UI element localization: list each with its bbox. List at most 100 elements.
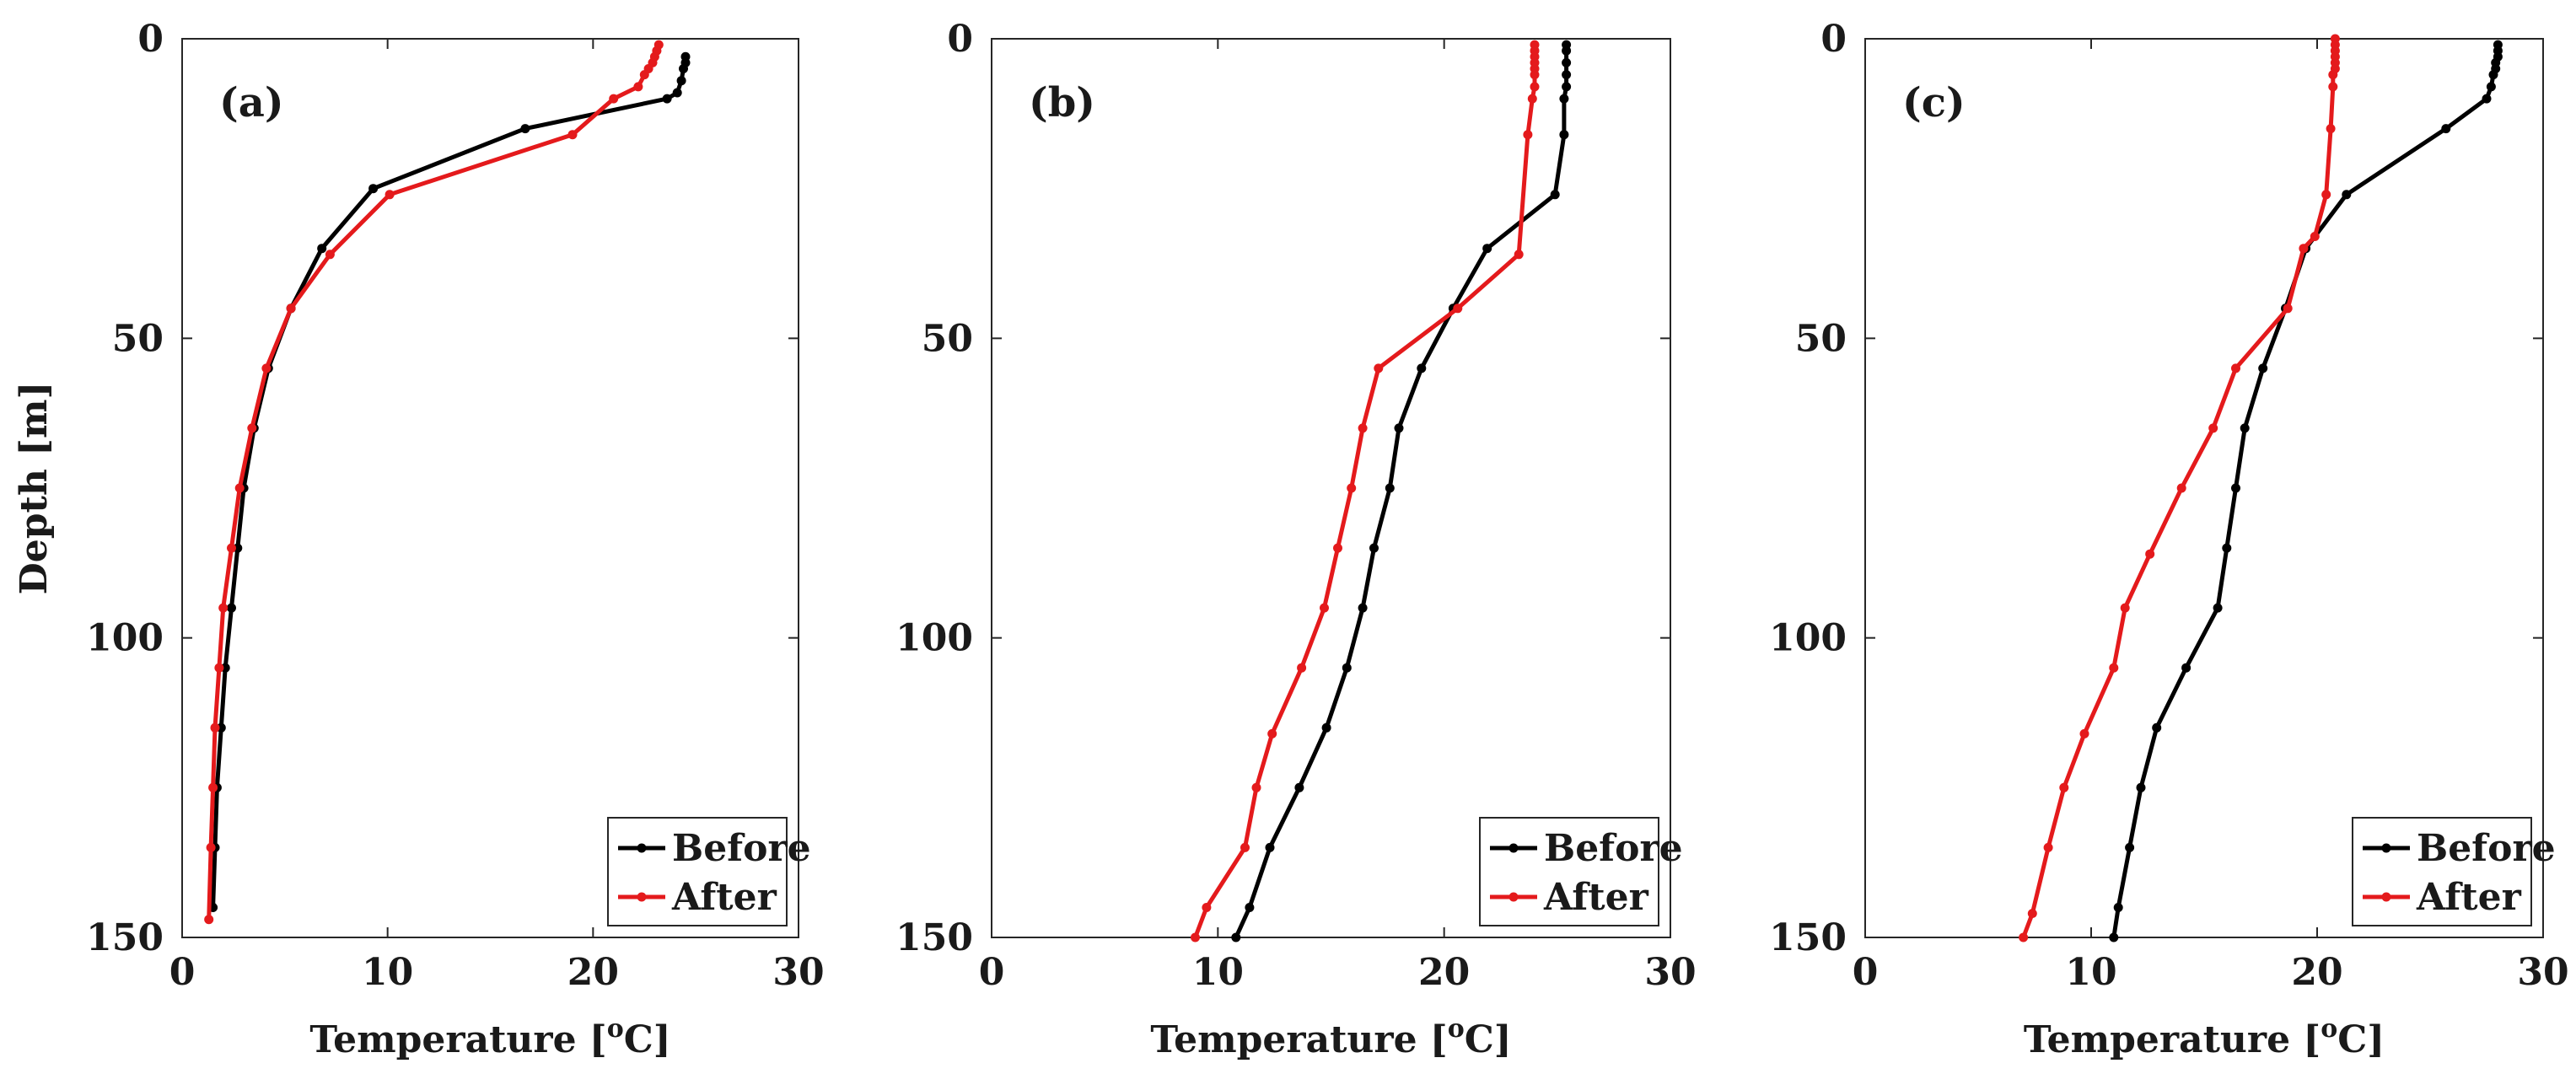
data-point (2486, 82, 2496, 92)
y-tick-label: 100 (86, 617, 164, 660)
panel-1: 0 10 20 30 0 50 100 150 Temperature [oC] Depth [m… (13, 18, 825, 1061)
x-axis-title: Temperature [oC] (309, 1014, 670, 1061)
x-axis-title: Temperature [oC] (1150, 1014, 1511, 1061)
legend-marker-after (637, 892, 647, 902)
data-point (2321, 190, 2331, 200)
legend-marker-before (1508, 843, 1519, 853)
legend-label-before: Before (2417, 827, 2556, 870)
data-point (2222, 543, 2232, 553)
data-point (2176, 483, 2186, 493)
x-tick-label: 30 (772, 951, 824, 994)
x-tick-label: 10 (2065, 951, 2116, 994)
data-point (2019, 932, 2029, 942)
data-point (1562, 57, 1572, 67)
legend: Before After (607, 817, 811, 926)
data-point (1374, 363, 1384, 373)
x-tick-label: 0 (169, 951, 196, 994)
panel-label: (a) (219, 79, 284, 126)
data-point (1202, 903, 1212, 912)
x-tick-label: 20 (1418, 951, 1470, 994)
data-point (214, 663, 224, 673)
data-point (2208, 423, 2218, 433)
data-point (520, 124, 530, 134)
data-point (1267, 728, 1277, 738)
x-tick-label: 10 (362, 951, 413, 994)
data-point (218, 603, 229, 613)
data-point (676, 76, 686, 86)
data-point (2310, 232, 2320, 241)
y-tick-label: 0 (1820, 18, 1847, 61)
data-point (1453, 303, 1463, 314)
y-tick-label: 0 (137, 18, 164, 61)
panel-3: 0 10 20 30 0 50 100 150 Temperature [oC] (c) Befor… (1769, 18, 2568, 1061)
legend-marker-before (2381, 843, 2391, 853)
x-axis-title: Temperature [oC] (2024, 1014, 2385, 1061)
legend: Before After (1479, 817, 1683, 926)
x-axis-title-text: Temperature [ (1150, 1018, 1447, 1061)
data-point (1240, 842, 1250, 852)
legend-marker-before (637, 843, 647, 853)
x-tick-label: 20 (567, 951, 619, 994)
axes-frame (991, 38, 1671, 938)
data-point (1482, 244, 1492, 254)
data-point (2328, 82, 2338, 92)
panel-label: (b) (1029, 79, 1095, 126)
x-axis-title-unit: C] (2337, 1018, 2385, 1061)
data-point (2181, 663, 2191, 673)
series-before (1231, 40, 1572, 942)
y-tick-label: 50 (112, 317, 164, 360)
legend-marker-after (1508, 892, 1519, 902)
x-tick-label: 30 (1644, 951, 1696, 994)
data-point (1559, 130, 1569, 140)
data-point (210, 722, 220, 733)
series-after (2019, 34, 2340, 942)
data-point (2120, 603, 2130, 613)
legend: Before After (2352, 817, 2556, 926)
data-point (1231, 932, 1241, 942)
legend-label-after: After (2416, 876, 2522, 919)
series-line-before (2111, 42, 2500, 940)
data-point (1527, 94, 1537, 104)
data-point (1530, 82, 1540, 92)
x-axis-title-text: Temperature [ (309, 1018, 606, 1061)
data-point (385, 190, 395, 200)
data-point (1550, 190, 1560, 200)
y-axis-title: Depth [m] (13, 382, 56, 595)
data-point (1562, 70, 1572, 80)
data-point (609, 94, 619, 104)
data-point (2283, 303, 2293, 314)
data-point (2326, 124, 2336, 134)
data-point (325, 250, 335, 260)
legend-box (607, 817, 788, 926)
series-after (204, 40, 664, 925)
x-axis-title-unit: C] (1465, 1018, 1512, 1061)
data-point (2299, 244, 2309, 254)
data-point (1321, 722, 1331, 733)
legend-label-before: Before (672, 827, 811, 870)
data-point (2145, 549, 2155, 559)
data-point (247, 423, 257, 433)
data-point (1333, 543, 1342, 553)
series-before (208, 51, 691, 912)
x-tick-label: 20 (2291, 951, 2342, 994)
data-point (2342, 190, 2352, 200)
data-point (2213, 603, 2223, 613)
axes-frame (1864, 38, 2544, 938)
data-point (2258, 363, 2268, 373)
legend-marker-after (2381, 892, 2391, 902)
data-point (368, 184, 379, 194)
data-point (2231, 363, 2240, 373)
x-axis-title-superscript: o (2321, 1014, 2337, 1044)
x-tick-label: 10 (1192, 951, 1244, 994)
series-line-after (207, 42, 661, 922)
data-point (672, 88, 682, 98)
x-tick-label: 30 (2517, 951, 2568, 994)
series-after (1191, 40, 1540, 942)
data-point (2027, 909, 2037, 919)
legend-label-after: After (671, 876, 777, 919)
y-tick-label: 150 (1769, 916, 1847, 959)
data-point (2240, 423, 2250, 433)
data-point (1191, 932, 1200, 942)
data-point (2488, 70, 2498, 80)
